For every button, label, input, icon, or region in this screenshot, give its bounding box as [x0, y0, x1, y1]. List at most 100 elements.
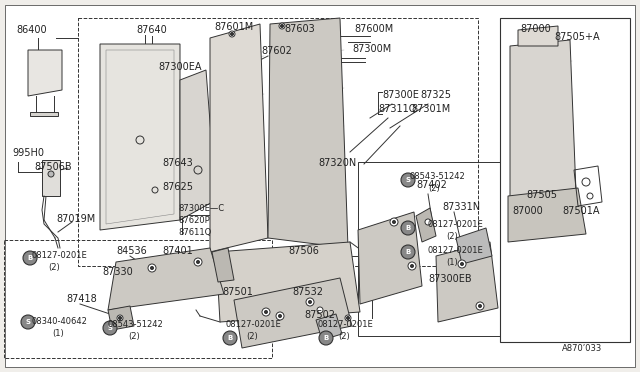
Polygon shape [234, 278, 352, 348]
Polygon shape [316, 314, 342, 340]
Text: 87300M: 87300M [352, 44, 391, 54]
Circle shape [390, 218, 398, 226]
Text: 87506B: 87506B [34, 162, 72, 172]
Text: 08543-51242: 08543-51242 [108, 320, 164, 329]
Polygon shape [100, 44, 180, 230]
Text: 08127-0201E: 08127-0201E [318, 320, 374, 329]
Text: (2): (2) [128, 332, 140, 341]
Text: S: S [26, 319, 31, 325]
Bar [4, 240, 272, 358]
Circle shape [317, 307, 323, 313]
Text: (2): (2) [246, 332, 258, 341]
Text: 87505: 87505 [526, 190, 557, 200]
Polygon shape [518, 26, 558, 46]
Circle shape [476, 302, 484, 310]
Circle shape [408, 262, 416, 270]
Text: (1): (1) [446, 258, 458, 267]
Polygon shape [108, 248, 224, 310]
Polygon shape [180, 70, 216, 220]
Text: B: B [405, 225, 411, 231]
Text: B: B [405, 249, 411, 255]
Circle shape [262, 308, 270, 316]
Circle shape [461, 263, 463, 266]
Circle shape [308, 301, 312, 304]
Text: 87643: 87643 [162, 158, 193, 168]
Polygon shape [30, 112, 58, 116]
Text: 86400: 86400 [16, 25, 47, 35]
Circle shape [346, 317, 349, 320]
Polygon shape [108, 306, 134, 330]
Circle shape [194, 258, 202, 266]
Text: (2): (2) [428, 184, 440, 193]
Text: 87640: 87640 [136, 25, 167, 35]
Circle shape [230, 32, 234, 35]
Text: B: B [323, 335, 328, 341]
Polygon shape [508, 188, 586, 242]
Polygon shape [456, 228, 492, 264]
Text: 87506: 87506 [288, 246, 319, 256]
Text: 87502: 87502 [304, 310, 335, 320]
Polygon shape [358, 212, 422, 304]
Text: 08543-51242: 08543-51242 [410, 172, 466, 181]
Text: 87611Q: 87611Q [178, 228, 211, 237]
Circle shape [196, 260, 200, 263]
Text: 87019M: 87019M [56, 214, 95, 224]
Text: 08340-40642: 08340-40642 [32, 317, 88, 326]
Text: 08127-0201E: 08127-0201E [428, 246, 484, 255]
Circle shape [410, 264, 413, 267]
Text: 87300E—C: 87300E—C [178, 204, 224, 213]
Text: (2): (2) [338, 332, 349, 341]
Circle shape [103, 321, 117, 335]
Circle shape [280, 25, 284, 28]
Bar [500, 18, 630, 342]
Circle shape [276, 312, 284, 320]
Text: 87330: 87330 [102, 267, 132, 277]
Text: B: B [28, 255, 33, 261]
Circle shape [229, 31, 235, 37]
Circle shape [392, 221, 396, 224]
Text: 87320N: 87320N [318, 158, 356, 168]
Polygon shape [510, 40, 576, 200]
Text: 08127-0201E: 08127-0201E [32, 251, 88, 260]
Text: S: S [406, 177, 410, 183]
Circle shape [401, 173, 415, 187]
Text: 87300EA: 87300EA [158, 62, 202, 72]
Text: (1): (1) [52, 329, 64, 338]
Polygon shape [42, 160, 60, 196]
Text: A870’033: A870’033 [562, 344, 602, 353]
Circle shape [23, 251, 37, 265]
Text: (2): (2) [446, 232, 458, 241]
Circle shape [148, 264, 156, 272]
Text: 995H0: 995H0 [12, 148, 44, 158]
Circle shape [306, 298, 314, 306]
Text: 87625: 87625 [162, 182, 193, 192]
Bar [78, 18, 478, 266]
Circle shape [401, 221, 415, 235]
Text: 87600M: 87600M [354, 24, 393, 34]
Text: 08127-0201E: 08127-0201E [226, 320, 282, 329]
Circle shape [479, 305, 481, 308]
Polygon shape [436, 242, 498, 322]
Circle shape [264, 311, 268, 314]
Circle shape [117, 315, 123, 321]
Text: 87000: 87000 [520, 24, 551, 34]
Text: 87532: 87532 [292, 287, 323, 297]
Circle shape [223, 331, 237, 345]
Text: 08127-0201E: 08127-0201E [428, 220, 484, 229]
Text: S: S [108, 325, 113, 331]
Circle shape [21, 315, 35, 329]
Polygon shape [28, 50, 62, 96]
Text: 87603: 87603 [284, 24, 315, 34]
Text: 87300EB: 87300EB [428, 274, 472, 284]
Text: 87331N: 87331N [442, 202, 480, 212]
Polygon shape [268, 18, 348, 248]
Text: 84536: 84536 [116, 246, 147, 256]
Polygon shape [216, 242, 360, 322]
Text: 87402: 87402 [416, 180, 447, 190]
Text: 87325: 87325 [420, 90, 451, 100]
Text: 87602: 87602 [261, 46, 292, 56]
Circle shape [345, 315, 351, 321]
Text: B: B [227, 335, 232, 341]
Text: 87418: 87418 [66, 294, 97, 304]
Polygon shape [416, 208, 436, 242]
